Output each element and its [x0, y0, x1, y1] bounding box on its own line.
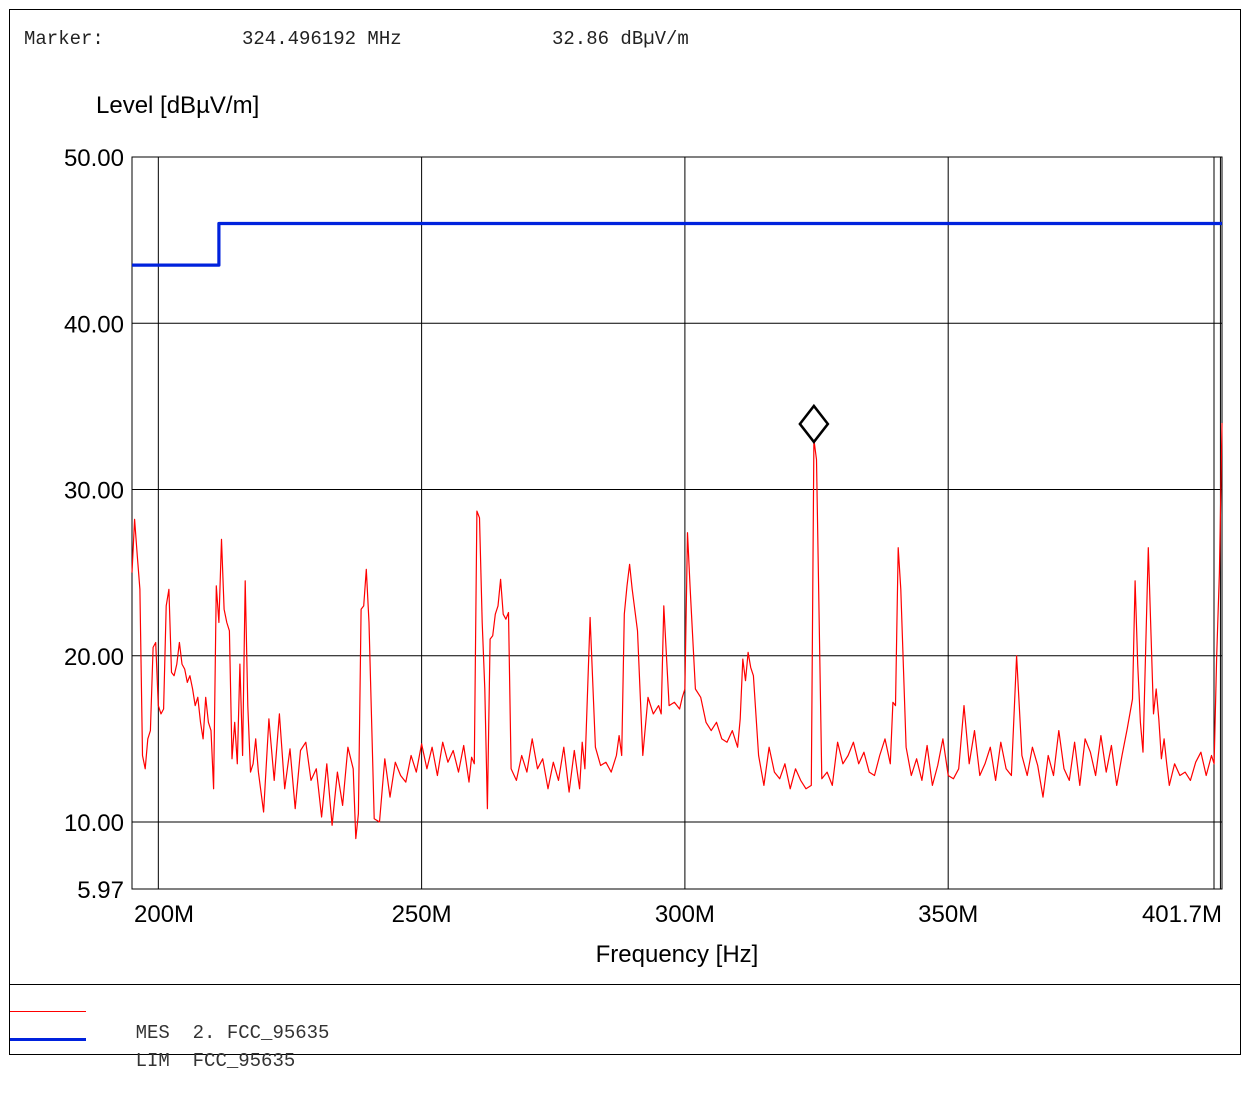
marker-label: Marker:	[24, 28, 104, 50]
x-tick-label: 401.7M	[1142, 901, 1222, 928]
spectrum-chart: 200M 250M 300M 350M 401.7M 5.97 10.00 20.00 30.0…	[64, 92, 1223, 968]
legend-text: FCC_95635	[192, 1050, 296, 1072]
legend-text: 2. FCC_95635	[192, 1022, 330, 1044]
y-axis-label: Level [dBµV/m]	[96, 92, 259, 119]
legend-item-mes: MES 2. FCC_95635	[10, 1000, 329, 1044]
x-tick-label: 350M	[918, 901, 978, 928]
y-tick-label: 30.00	[64, 478, 124, 505]
marker-frequency: 324.496192 MHz	[242, 28, 402, 50]
legend-separator	[9, 984, 1241, 985]
series-line-lim	[132, 221, 1222, 267]
marker-diamond	[798, 403, 830, 444]
y-tick-label: 40.00	[64, 311, 124, 338]
marker-readout: Marker: 324.496192 MHz 32.86 dBµV/m	[24, 28, 689, 116]
legend-swatch-mes	[10, 1011, 86, 1012]
x-tick-label: 200M	[134, 901, 194, 928]
legend-item-lim: LIM FCC_95635	[10, 1028, 295, 1072]
legend-code: MES	[135, 1022, 170, 1044]
x-tick-label: 250M	[392, 901, 452, 928]
marker-level: 32.86 dBµV/m	[552, 28, 689, 50]
x-axis-label: Frequency [Hz]	[596, 941, 759, 968]
plot-border	[131, 156, 1223, 890]
y-tick-label: 50.00	[64, 145, 124, 172]
y-tick-label: 20.00	[64, 644, 124, 671]
legend-swatch-lim	[10, 1038, 86, 1041]
legend-code: LIM	[135, 1050, 170, 1072]
chart-panel	[9, 9, 1241, 1055]
x-tick-label: 300M	[655, 901, 715, 928]
y-tick-label: 5.97	[77, 877, 124, 904]
series-line-mes	[131, 422, 1223, 840]
y-tick-label: 10.00	[64, 810, 124, 837]
